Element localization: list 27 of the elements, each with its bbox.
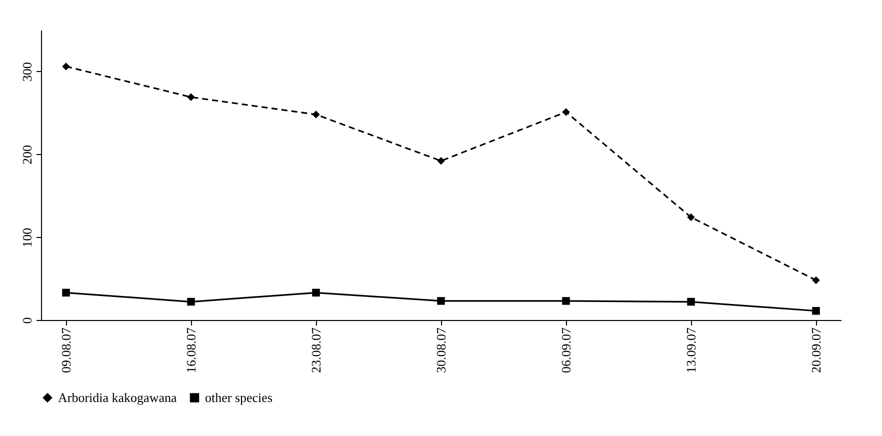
y-tick-label: 0 bbox=[20, 317, 34, 324]
y-tick-label: 300 bbox=[20, 62, 34, 82]
x-tick-label: 30.08.07 bbox=[434, 327, 448, 373]
x-tick-label: 13.09.07 bbox=[684, 327, 698, 373]
legend-label: Arboridia kakogawana bbox=[58, 390, 177, 405]
point bbox=[562, 108, 570, 116]
point bbox=[437, 297, 445, 305]
point bbox=[187, 298, 195, 306]
x-tick-label: 16.08.07 bbox=[184, 327, 198, 373]
point bbox=[62, 288, 70, 297]
point bbox=[812, 307, 820, 315]
point bbox=[687, 213, 695, 222]
x-tick-label: 09.08.07 bbox=[58, 327, 74, 373]
point bbox=[562, 297, 570, 305]
point bbox=[187, 93, 195, 101]
point bbox=[312, 110, 320, 118]
point bbox=[62, 62, 70, 70]
y-tick-label: 200 bbox=[20, 145, 34, 165]
x-tick-label: 06.09.07 bbox=[558, 327, 574, 373]
legend-label: other species bbox=[205, 390, 273, 405]
x-tick-label: 20.09.07 bbox=[808, 327, 824, 373]
point bbox=[437, 157, 445, 165]
point bbox=[812, 276, 820, 284]
y-tick-label: 100 bbox=[20, 228, 34, 248]
point bbox=[687, 298, 695, 306]
point bbox=[312, 288, 320, 297]
x-tick-label: 23.08.07 bbox=[308, 327, 324, 373]
